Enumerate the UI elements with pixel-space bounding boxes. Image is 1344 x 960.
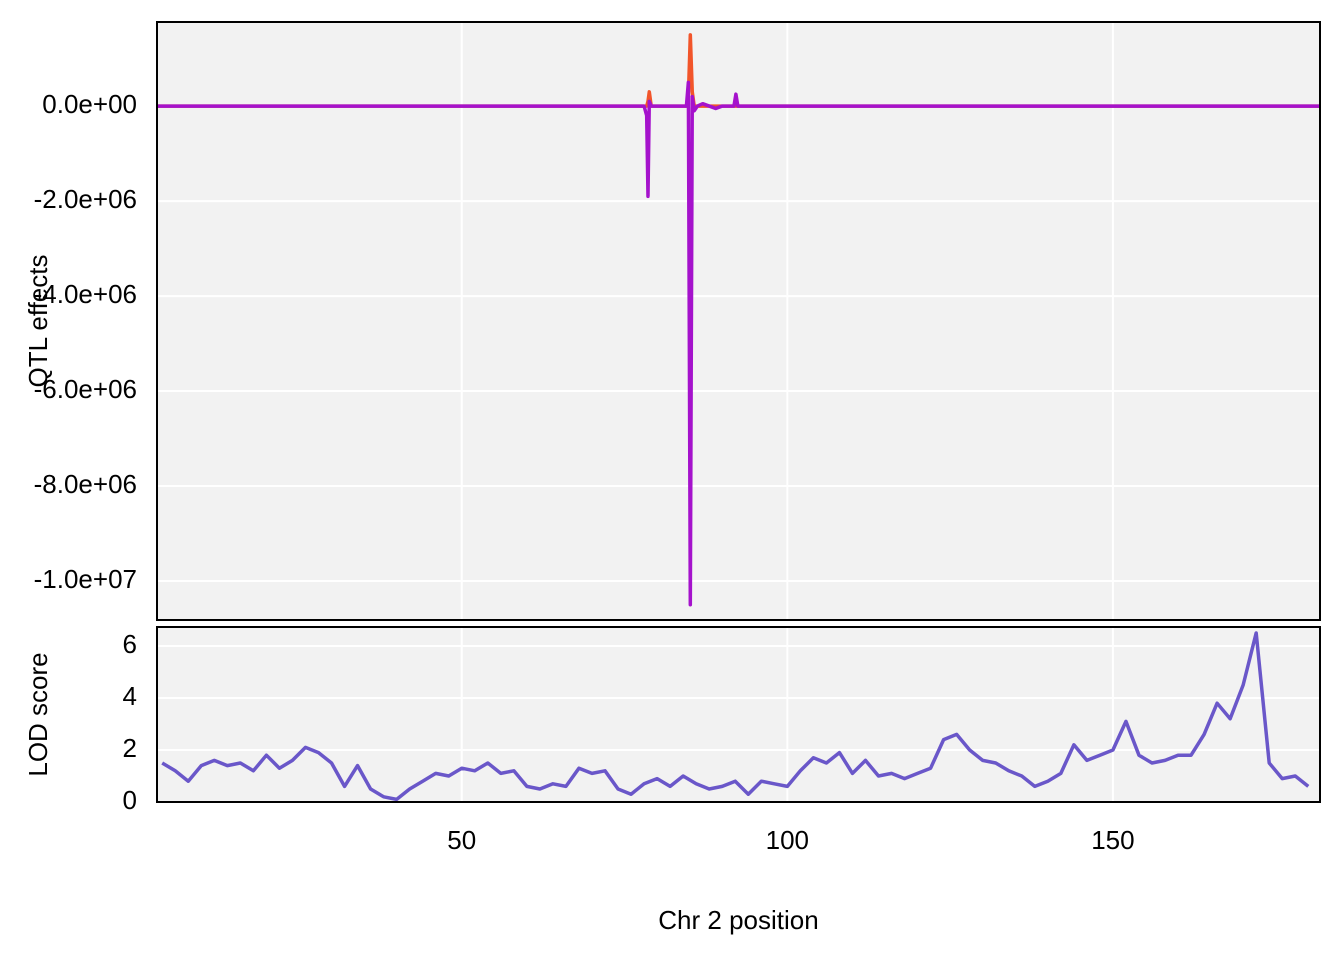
y-tick-label: -8.0e+06 xyxy=(34,469,137,499)
y-tick-label: -1.0e+07 xyxy=(34,564,137,594)
y-tick-label: 0.0e+00 xyxy=(42,89,137,119)
y-axis-label: LOD score xyxy=(23,652,53,776)
series-line xyxy=(161,631,1310,802)
panel-border xyxy=(156,21,1321,621)
y-tick-label: 6 xyxy=(123,629,137,659)
x-tick-label: 50 xyxy=(447,825,476,855)
y-tick-label: 2 xyxy=(123,733,137,763)
panel-background xyxy=(157,22,1320,620)
y-tick-label: 0 xyxy=(123,785,137,815)
y-tick-label: -2.0e+06 xyxy=(34,184,137,214)
y-axis-label: QTL effects xyxy=(23,255,53,388)
panel-background xyxy=(157,627,1320,802)
x-tick-label: 100 xyxy=(766,825,809,855)
y-tick-label: -6.0e+06 xyxy=(34,374,137,404)
panel-border xyxy=(156,626,1321,803)
x-axis-label: Chr 2 position xyxy=(658,905,818,935)
x-tick-label: 150 xyxy=(1091,825,1134,855)
series-line xyxy=(157,80,1320,607)
y-tick-label: 4 xyxy=(123,681,137,711)
y-tick-label: -4.0e+06 xyxy=(34,279,137,309)
